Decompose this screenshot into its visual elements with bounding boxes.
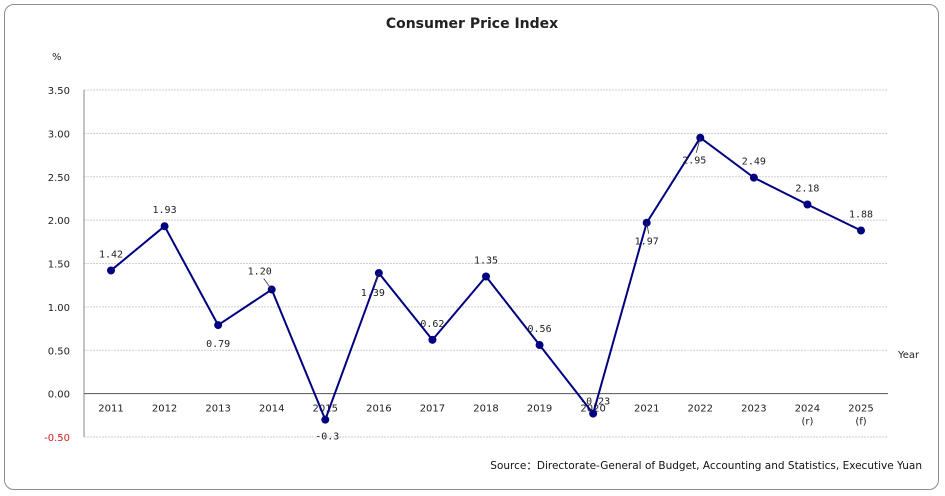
x-tick-label: 2013	[205, 404, 230, 415]
data-label: 0.56	[528, 324, 552, 335]
y-tick-label: -0.50	[44, 433, 70, 444]
x-tick-label: 2022	[688, 404, 713, 415]
data-point	[214, 321, 223, 330]
chart-title: Consumer Price Index	[386, 16, 558, 32]
data-label: 1.35	[474, 256, 498, 267]
data-point	[749, 173, 758, 182]
x-tick-label: 2017	[420, 404, 445, 415]
data-label: 1.88	[849, 210, 873, 221]
y-tick-label: 3.50	[48, 86, 70, 97]
y-tick-label: 3.00	[48, 129, 70, 140]
label-leader	[374, 272, 380, 286]
label-leader	[646, 222, 650, 234]
y-tick-label: 1.50	[48, 260, 70, 271]
x-tick-label: 2023	[741, 404, 766, 415]
data-label: 0.62	[420, 319, 444, 330]
y-tick-label: 0.50	[48, 346, 70, 357]
x-tick-label: 2014	[259, 404, 284, 415]
label-leader	[263, 278, 273, 290]
y-tick-label: 2.50	[48, 173, 70, 184]
data-label: -0.23	[580, 397, 610, 408]
data-point	[321, 415, 330, 424]
data-point	[107, 266, 115, 275]
data-label: 1.20	[248, 267, 272, 278]
x-tick-label: 2020	[580, 404, 605, 415]
data-point	[803, 200, 812, 209]
data-label: 2.49	[742, 157, 766, 168]
x-tick-note: (f)	[855, 417, 866, 428]
x-tick-label: 2019	[527, 404, 552, 415]
x-tick-label: 2015	[313, 404, 338, 415]
label-leader	[695, 137, 701, 153]
x-tick-label: 2024	[795, 404, 820, 415]
data-label: 1.93	[153, 205, 177, 216]
y-tick-label: 1.00	[48, 303, 70, 314]
y-tick-label: 0.00	[48, 390, 70, 401]
data-point	[482, 272, 490, 281]
x-tick-label: 2016	[366, 404, 391, 415]
data-point	[857, 226, 865, 235]
data-label: 1.42	[99, 249, 123, 260]
y-axis-unit-label: %	[52, 52, 62, 63]
x-tick-label: 2021	[634, 404, 659, 415]
data-label: 2.95	[682, 156, 706, 167]
data-point	[428, 335, 437, 344]
x-tick-label: 2012	[152, 404, 177, 415]
data-point	[589, 409, 598, 418]
x-axis-title: Year	[897, 350, 920, 361]
data-label: 0.79	[206, 339, 230, 350]
x-tick-label: 2011	[98, 404, 123, 415]
x-tick-label: 2025	[848, 404, 873, 415]
source-note: Source：Directorate-General of Budget, Ac…	[490, 460, 922, 472]
data-point	[535, 341, 544, 350]
data-label: 1.97	[635, 237, 659, 248]
data-label: -0.3	[315, 432, 339, 443]
chart-frame	[4, 4, 939, 490]
data-label: 2.18	[795, 184, 819, 195]
x-tick-label: 2018	[473, 404, 498, 415]
x-tick-note: (r)	[801, 417, 813, 428]
y-tick-label: 2.00	[48, 216, 70, 227]
data-point	[160, 222, 169, 231]
data-label: 1.39	[361, 288, 385, 299]
